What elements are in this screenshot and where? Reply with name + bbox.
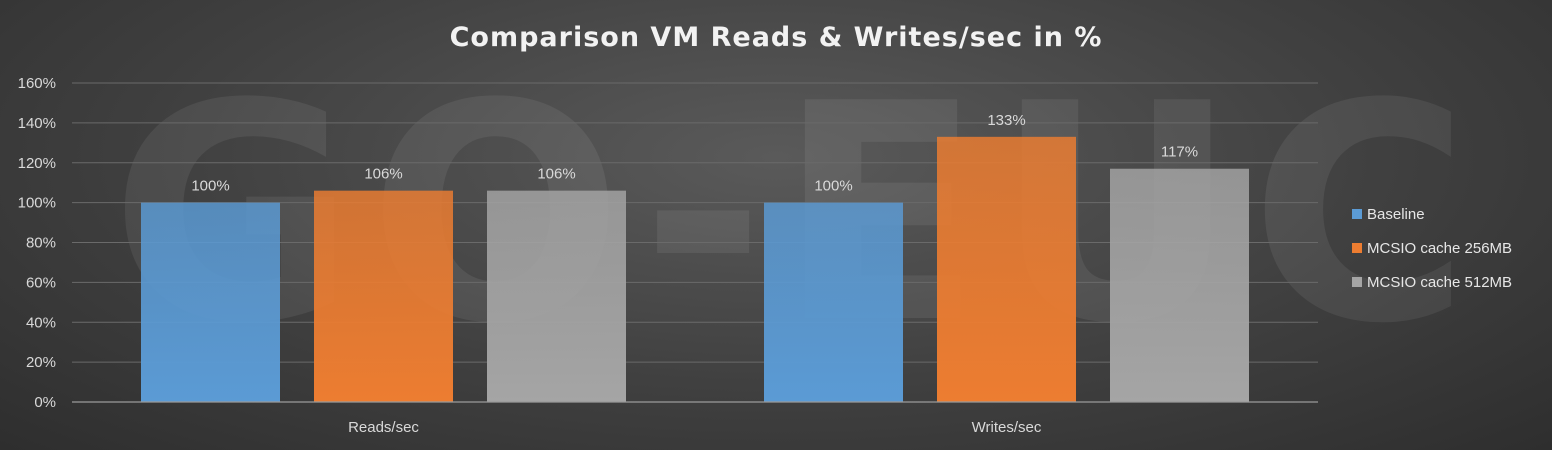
y-axis-tick-labels: 0% 20% 40% 60% 80% 100% 120% 140% 160% xyxy=(18,75,56,411)
bar-baseline-writes-sec xyxy=(764,202,903,402)
y-tick-label: 160% xyxy=(18,75,56,92)
data-labels: 100% 106% 106% 100% 133% 117% xyxy=(191,112,1198,195)
y-tick-label: 80% xyxy=(26,235,56,252)
y-tick-label: 120% xyxy=(18,155,56,172)
bar-mcsio-cache-256mb-writes-sec xyxy=(937,136,1076,403)
legend-swatch xyxy=(1352,209,1362,219)
legend-swatch xyxy=(1352,243,1362,253)
chart-title: Comparison VM Reads & Writes/sec in % xyxy=(450,22,1103,53)
y-tick-label: 140% xyxy=(18,115,56,132)
legend-label: Baseline xyxy=(1367,206,1425,223)
legend-swatch xyxy=(1352,277,1362,287)
data-label: 100% xyxy=(814,178,852,195)
bar-baseline-reads-sec xyxy=(141,202,280,402)
x-category-label: Writes/sec xyxy=(972,419,1042,436)
bars xyxy=(141,136,1249,403)
y-tick-label: 20% xyxy=(26,354,56,371)
x-category-label: Reads/sec xyxy=(348,419,419,436)
legend-label: MCSIO cache 512MB xyxy=(1367,274,1512,291)
y-tick-label: 60% xyxy=(26,274,56,291)
legend-label: MCSIO cache 256MB xyxy=(1367,240,1512,257)
y-tick-label: 40% xyxy=(26,314,56,331)
x-axis-category-labels: Reads/sec Writes/sec xyxy=(348,419,1042,436)
data-label: 106% xyxy=(537,166,575,183)
data-label: 117% xyxy=(1161,144,1198,161)
bar-mcsio-cache-256mb-reads-sec xyxy=(314,190,453,402)
data-label: 106% xyxy=(364,166,402,183)
y-tick-label: 100% xyxy=(18,195,56,212)
y-tick-label: 0% xyxy=(34,394,56,411)
bar-mcsio-cache-512mb-reads-sec xyxy=(487,190,626,402)
data-label: 100% xyxy=(191,178,229,195)
bar-mcsio-cache-512mb-writes-sec xyxy=(1110,168,1249,402)
legend: Baseline MCSIO cache 256MB MCSIO cache 512… xyxy=(1352,206,1512,291)
data-label: 133% xyxy=(987,112,1025,129)
